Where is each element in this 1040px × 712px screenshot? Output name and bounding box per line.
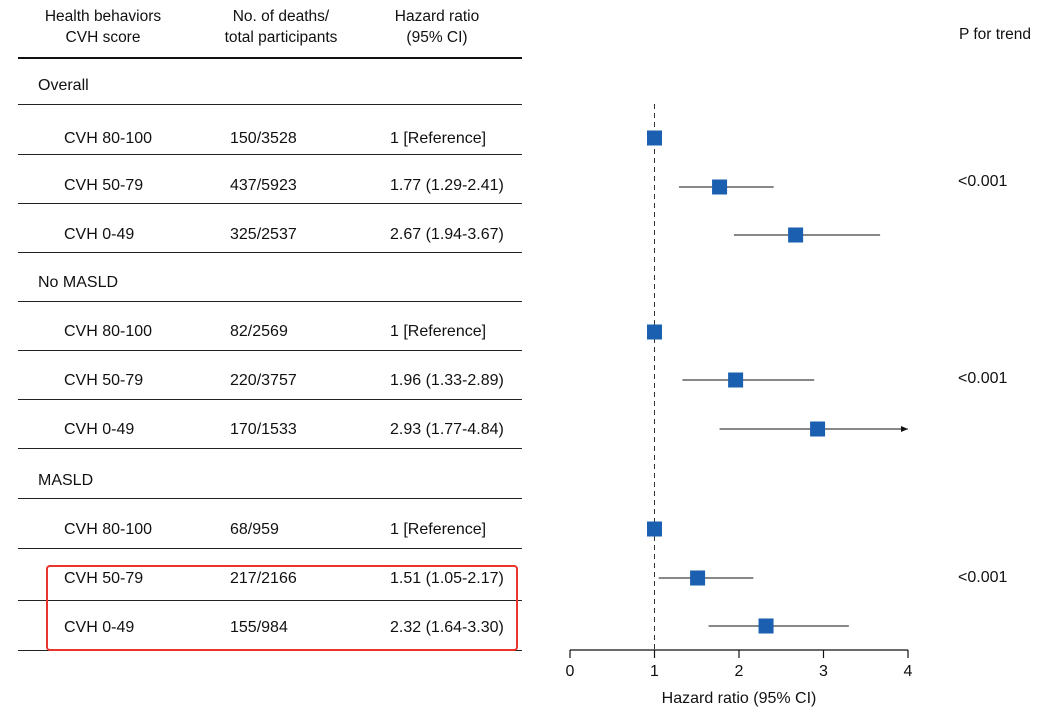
x-tick-label: 0 bbox=[566, 663, 575, 680]
deaths-cell: 325/2537 bbox=[230, 226, 297, 243]
deaths-cell: 220/3757 bbox=[230, 372, 297, 389]
p-trend-value: <0.001 bbox=[958, 569, 1008, 586]
hazard-ratio-cell: 2.32 (1.64-3.30) bbox=[390, 619, 504, 636]
deaths-cell: 150/3528 bbox=[230, 130, 297, 147]
deaths-cell: 437/5923 bbox=[230, 177, 297, 194]
hazard-ratio-cell: 1 [Reference] bbox=[390, 323, 487, 340]
hazard-ratio-cell: 1.51 (1.05-2.17) bbox=[390, 570, 504, 587]
hazard-ratio-cell: 2.93 (1.77-4.84) bbox=[390, 421, 504, 438]
group-label-overall: Overall bbox=[38, 77, 89, 94]
row-divider bbox=[18, 600, 522, 601]
x-tick-label: 1 bbox=[650, 663, 659, 680]
header-rule bbox=[18, 57, 522, 59]
cvh-score-cell: CVH 80-100 bbox=[64, 521, 153, 538]
header-line: (95% CI) bbox=[406, 29, 468, 46]
cvh-score-cell: CVH 50-79 bbox=[64, 177, 144, 194]
row-divider bbox=[18, 203, 522, 204]
hr-point bbox=[647, 130, 662, 146]
header-line: total participants bbox=[224, 29, 338, 46]
cvh-score-cell: CVH 0-49 bbox=[64, 226, 135, 243]
row-divider bbox=[18, 399, 522, 400]
row-divider bbox=[18, 350, 522, 351]
row-divider bbox=[18, 104, 522, 105]
highlight-box bbox=[46, 565, 518, 651]
hr-point bbox=[712, 179, 728, 195]
header-line: CVH score bbox=[65, 29, 141, 46]
hr-point bbox=[728, 372, 744, 388]
deaths-cell: 82/2569 bbox=[230, 323, 288, 340]
cvh-score-cell: CVH 0-49 bbox=[64, 619, 135, 636]
cvh-score-cell: CVH 80-100 bbox=[64, 130, 153, 147]
p-trend-value: <0.001 bbox=[958, 173, 1008, 190]
hazard-ratio-cell: 1.96 (1.33-2.89) bbox=[390, 372, 504, 389]
header-line: Health behaviors bbox=[44, 8, 162, 25]
cvh-score-cell: CVH 0-49 bbox=[64, 421, 135, 438]
cvh-score-cell: CVH 50-79 bbox=[64, 372, 144, 389]
hr-point bbox=[758, 618, 774, 634]
row-divider bbox=[18, 498, 522, 499]
deaths-cell: 155/984 bbox=[230, 619, 288, 636]
hr-point bbox=[647, 521, 662, 537]
hazard-ratio-cell: 2.67 (1.94-3.67) bbox=[390, 226, 504, 243]
row-divider bbox=[18, 301, 522, 302]
hr-point bbox=[690, 570, 706, 586]
group-label-no-masld: No MASLD bbox=[38, 274, 119, 291]
header-cvh-score: Health behaviors CVH score bbox=[18, 6, 188, 48]
header-deaths: No. of deaths/ total participants bbox=[196, 6, 366, 48]
hr-point bbox=[788, 227, 804, 243]
hazard-ratio-cell: 1 [Reference] bbox=[390, 130, 487, 147]
header-hazard-ratio: Hazard ratio (95% CI) bbox=[362, 6, 512, 48]
p-trend-value: <0.001 bbox=[958, 370, 1008, 387]
deaths-cell: 68/959 bbox=[230, 521, 279, 538]
row-divider bbox=[18, 448, 522, 449]
hazard-ratio-cell: 1.77 (1.29-2.41) bbox=[390, 177, 504, 194]
cvh-score-cell: CVH 50-79 bbox=[64, 570, 144, 587]
row-divider bbox=[18, 252, 522, 253]
deaths-cell: 170/1533 bbox=[230, 421, 297, 438]
hazard-ratio-cell: 1 [Reference] bbox=[390, 521, 487, 538]
row-divider bbox=[18, 548, 522, 549]
header-line: Hazard ratio bbox=[394, 8, 480, 25]
x-tick-label: 3 bbox=[819, 663, 828, 680]
cvh-score-cell: CVH 80-100 bbox=[64, 323, 153, 340]
header-line: No. of deaths/ bbox=[232, 8, 330, 25]
hr-point bbox=[647, 324, 662, 340]
group-label-masld: MASLD bbox=[38, 472, 94, 489]
hr-point bbox=[810, 421, 826, 437]
x-axis-label: Hazard ratio (95% CI) bbox=[662, 690, 817, 707]
header-line: P for trend bbox=[958, 26, 1032, 43]
header-p-for-trend: P for trend bbox=[950, 24, 1040, 45]
x-tick-label: 2 bbox=[735, 663, 744, 680]
row-divider bbox=[18, 154, 522, 155]
x-tick-label: 4 bbox=[904, 663, 913, 680]
deaths-cell: 217/2166 bbox=[230, 570, 297, 587]
